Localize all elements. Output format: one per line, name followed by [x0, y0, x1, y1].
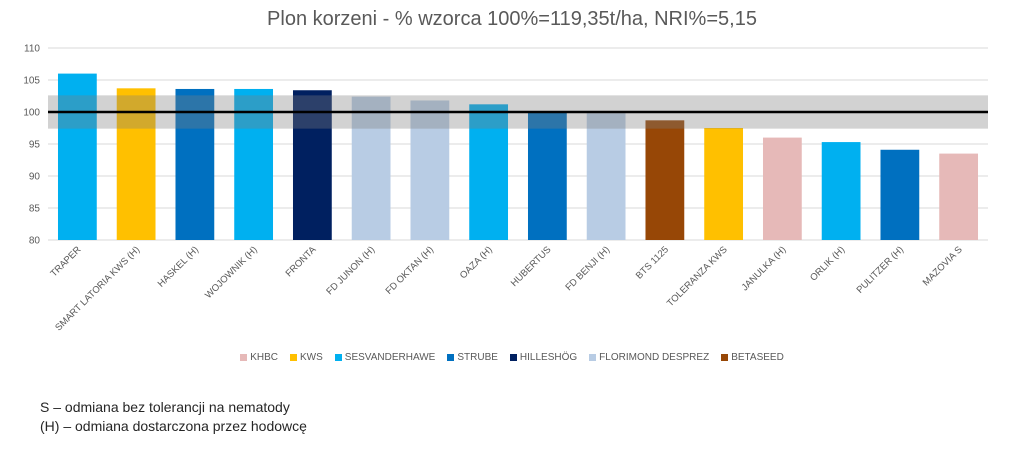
legend-swatch [589, 354, 597, 361]
bar [116, 88, 156, 240]
footnote-s: S – odmiana bez tolerancji na nematody [40, 399, 290, 415]
y-tick-label: 80 [29, 236, 41, 247]
x-tick-label: PULITZER (H) [855, 244, 906, 295]
legend-label: KHBC [250, 352, 278, 363]
bar [880, 149, 920, 240]
y-tick-label: 95 [29, 140, 41, 151]
x-tick-label: OAZA (H) [458, 244, 495, 281]
bar [762, 137, 802, 240]
legend-item: SESVANDERHAWE [334, 352, 436, 363]
legend-swatch [240, 354, 248, 361]
bar [410, 100, 450, 240]
y-tick-label: 90 [29, 172, 41, 183]
x-tick-label: FD OKTAN (H) [384, 244, 436, 296]
legend-item: KWS [290, 352, 323, 363]
y-tick-label: 110 [24, 44, 40, 55]
legend-swatch [509, 354, 517, 361]
legend-item: STRUBE [447, 352, 498, 363]
legend-label: SESVANDERHAWE [344, 352, 436, 363]
legend-label: STRUBE [457, 352, 498, 363]
bar [586, 113, 626, 240]
legend-swatch [447, 354, 455, 361]
bar [57, 73, 97, 240]
x-tick-label: FRONTA [284, 244, 319, 279]
legend-swatch [721, 354, 729, 361]
x-tick-label: WOJOWNIK (H) [203, 244, 260, 301]
y-tick-label: 100 [23, 108, 40, 119]
x-tick-label: BTS 1125 [634, 244, 671, 281]
bar [234, 88, 274, 241]
bar [292, 90, 332, 241]
bar [527, 111, 567, 240]
legend-item: HILLESHÖG [509, 352, 578, 363]
legend-label: BETASEED [731, 352, 784, 363]
x-tick-label: HUBERTUS [509, 244, 554, 289]
legend-label: FLORIMOND DESPREZ [599, 352, 710, 363]
y-tick-label: 105 [23, 76, 40, 87]
bar [645, 120, 685, 240]
bar [469, 104, 509, 240]
legend-item: BETASEED [721, 352, 784, 363]
x-tick-label: JANULKA (H) [740, 244, 789, 293]
bar [939, 153, 979, 240]
bar [175, 88, 215, 241]
x-tick-label: MAZOVIA S [921, 244, 965, 288]
y-tick-label: 85 [29, 204, 41, 215]
bar [821, 142, 861, 240]
legend-item: FLORIMOND DESPREZ [589, 352, 709, 363]
footnote-h: (H) – odmiana dostarczona przez hodowcę [40, 418, 307, 434]
x-tick-label: TOLERANZA KWS [665, 244, 730, 309]
x-tick-label: FD JUNON (H) [324, 244, 377, 297]
legend-swatch [290, 354, 297, 361]
x-tick-label: ORLIK (H) [808, 244, 847, 283]
legend-item: KHBC [240, 352, 278, 363]
bar [704, 128, 744, 240]
legend-label: HILLESHÖG [519, 352, 578, 363]
x-tick-label: TRAPER [48, 244, 83, 279]
footnotes: S – odmiana bez tolerancji na nematody (… [40, 398, 307, 436]
chart-title: Plon korzeni - % wzorca 100%=119,35t/ha,… [267, 8, 757, 30]
bar [351, 96, 391, 240]
legend-swatch [334, 354, 342, 361]
x-tick-label: FD BENJI (H) [563, 244, 612, 293]
chart-legend: KHBC KWS SESVANDERHAWE STRUBE HILLESHÖG FLORI… [0, 352, 1024, 363]
legend-label: KWS [300, 352, 323, 363]
x-tick-label: HASKEL (H) [156, 244, 201, 289]
